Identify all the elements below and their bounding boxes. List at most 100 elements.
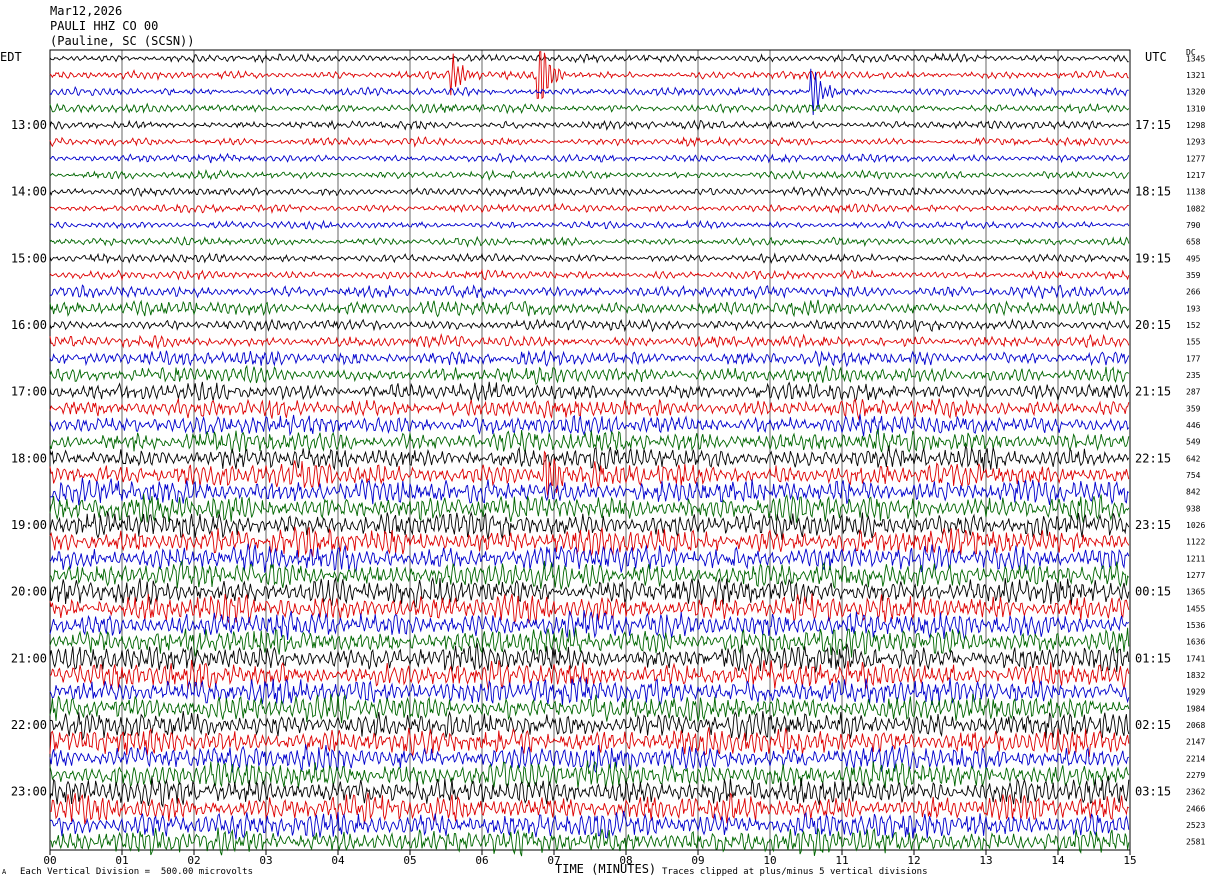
- clip-note: Traces clipped at plus/minus 5 vertical …: [662, 867, 928, 877]
- dc-offset-label: 2279: [1186, 771, 1205, 780]
- trace-row-35: [49, 627, 1130, 658]
- trace-row-16: [49, 318, 1130, 333]
- dc-offset-label: 842: [1186, 488, 1201, 497]
- trace-row-9: [49, 202, 1129, 214]
- right-hour-label: 23:15: [1135, 518, 1171, 532]
- dc-offset-label: 1832: [1186, 671, 1205, 680]
- station-code: PAULI HHZ CO 00: [50, 19, 159, 33]
- trace-row-32: [49, 576, 1130, 608]
- trace-row-37: [49, 659, 1130, 691]
- dc-offset-label: 1082: [1186, 204, 1205, 213]
- dc-offset-label: 1345: [1186, 54, 1205, 63]
- dc-offset-label: 235: [1186, 371, 1201, 380]
- left-hour-label: 15:00: [11, 251, 47, 265]
- trace-row-40: [49, 710, 1130, 741]
- trace-row-21: [49, 398, 1130, 421]
- trace-row-11: [49, 235, 1130, 248]
- right-hour-label: 02:15: [1135, 718, 1171, 732]
- dc-offset-label: 1277: [1186, 154, 1205, 163]
- dc-offset-label: 642: [1186, 454, 1201, 463]
- left-hour-label: 19:00: [11, 518, 47, 532]
- trace-row-28: [49, 511, 1130, 540]
- trace-row-6: [49, 152, 1130, 164]
- trace-row-19: [49, 364, 1130, 386]
- trace-row-36: [49, 643, 1130, 673]
- x-tick-label: 14: [1051, 854, 1065, 867]
- trace-row-20: [49, 381, 1130, 402]
- dc-offset-label: 1298: [1186, 121, 1205, 130]
- dc-offset-label: 446: [1186, 421, 1201, 430]
- dc-offset-label: 1636: [1186, 638, 1205, 647]
- dc-offset-label: 1929: [1186, 688, 1205, 697]
- right-hour-label: 18:15: [1135, 185, 1171, 199]
- trace-row-8: [49, 185, 1130, 198]
- scale-note: Each Vertical Division = 500.00 microvol…: [20, 867, 253, 877]
- right-hour-label: 00:15: [1135, 585, 1171, 599]
- trace-row-22: [49, 414, 1130, 437]
- trace-row-18: [49, 349, 1130, 368]
- dc-offset-label: 1310: [1186, 104, 1205, 113]
- x-axis-title: TIME (MINUTES): [555, 862, 657, 876]
- x-tick-label: 04: [331, 854, 345, 867]
- trace-row-29: [49, 526, 1130, 558]
- right-hour-label: 17:15: [1135, 118, 1171, 132]
- trace-row-2: [49, 68, 1129, 116]
- dc-offset-label: 1741: [1186, 654, 1205, 663]
- plot-frame: [49, 49, 1131, 851]
- dc-offset-label: 2362: [1186, 788, 1205, 797]
- dc-offset-label: 2466: [1186, 804, 1205, 813]
- x-tick-label: 00: [43, 854, 56, 867]
- plot-date: Mar12,2026: [50, 4, 123, 18]
- dc-offset-label: 193: [1186, 304, 1201, 313]
- trace-row-39: [49, 693, 1130, 723]
- dc-offset-label: 754: [1186, 471, 1201, 480]
- tz-right-label: UTC: [1145, 50, 1167, 64]
- x-tick-label: 02: [187, 854, 200, 867]
- x-tick-label: 10: [763, 854, 776, 867]
- dc-offset-label: 1211: [1186, 554, 1205, 563]
- dc-offset-label: 1321: [1186, 71, 1205, 80]
- x-tick-label: 03: [259, 854, 272, 867]
- right-hour-label: 21:15: [1135, 385, 1171, 399]
- dc-offset-label: 790: [1186, 221, 1201, 230]
- left-hour-label: 22:00: [11, 718, 47, 732]
- dc-offset-label: 1217: [1186, 171, 1205, 180]
- dc-offset-label: 155: [1186, 338, 1201, 347]
- trace-row-14: [49, 284, 1130, 300]
- dc-offset-label: 2214: [1186, 754, 1205, 763]
- trace-row-34: [49, 610, 1130, 641]
- right-hour-label: 20:15: [1135, 318, 1171, 332]
- dc-offset-label: 1455: [1186, 604, 1205, 613]
- dc-offset-label: 549: [1186, 438, 1201, 447]
- x-tick-label: 15: [1123, 854, 1136, 867]
- dc-offset-label: 359: [1186, 271, 1201, 280]
- dc-offset-label: 1320: [1186, 88, 1205, 97]
- trace-row-15: [49, 299, 1130, 318]
- left-hour-label: 21:00: [11, 651, 47, 665]
- trace-row-31: [49, 559, 1130, 590]
- corner-mark: A: [2, 868, 7, 876]
- trace-row-23: [49, 427, 1130, 454]
- trace-row-10: [49, 219, 1130, 231]
- right-hour-label: 01:15: [1135, 651, 1171, 665]
- station-location: (Pauline, SC (SCSN)): [50, 34, 195, 48]
- trace-row-46: [49, 810, 1130, 840]
- dc-offset-label: 1277: [1186, 571, 1205, 580]
- trace-row-45: [49, 792, 1130, 825]
- trace-row-44: [49, 775, 1130, 808]
- dc-offset-label: 1138: [1186, 188, 1205, 197]
- x-tick-label: 09: [691, 854, 704, 867]
- trace-row-3: [49, 102, 1130, 115]
- left-hour-label: 23:00: [11, 785, 47, 799]
- x-tick-label: 01: [115, 854, 128, 867]
- trace-row-33: [49, 593, 1130, 625]
- x-tick-label: 07: [547, 854, 560, 867]
- right-hour-label: 22:15: [1135, 451, 1171, 465]
- trace-row-47: [49, 827, 1130, 857]
- dc-offset-label: 2147: [1186, 738, 1205, 747]
- dc-offset-label: 1984: [1186, 704, 1205, 713]
- x-tick-label: 05: [403, 854, 416, 867]
- dc-header: DC: [1186, 48, 1196, 57]
- x-tick-label: 13: [979, 854, 992, 867]
- dc-offset-label: 1365: [1186, 588, 1205, 597]
